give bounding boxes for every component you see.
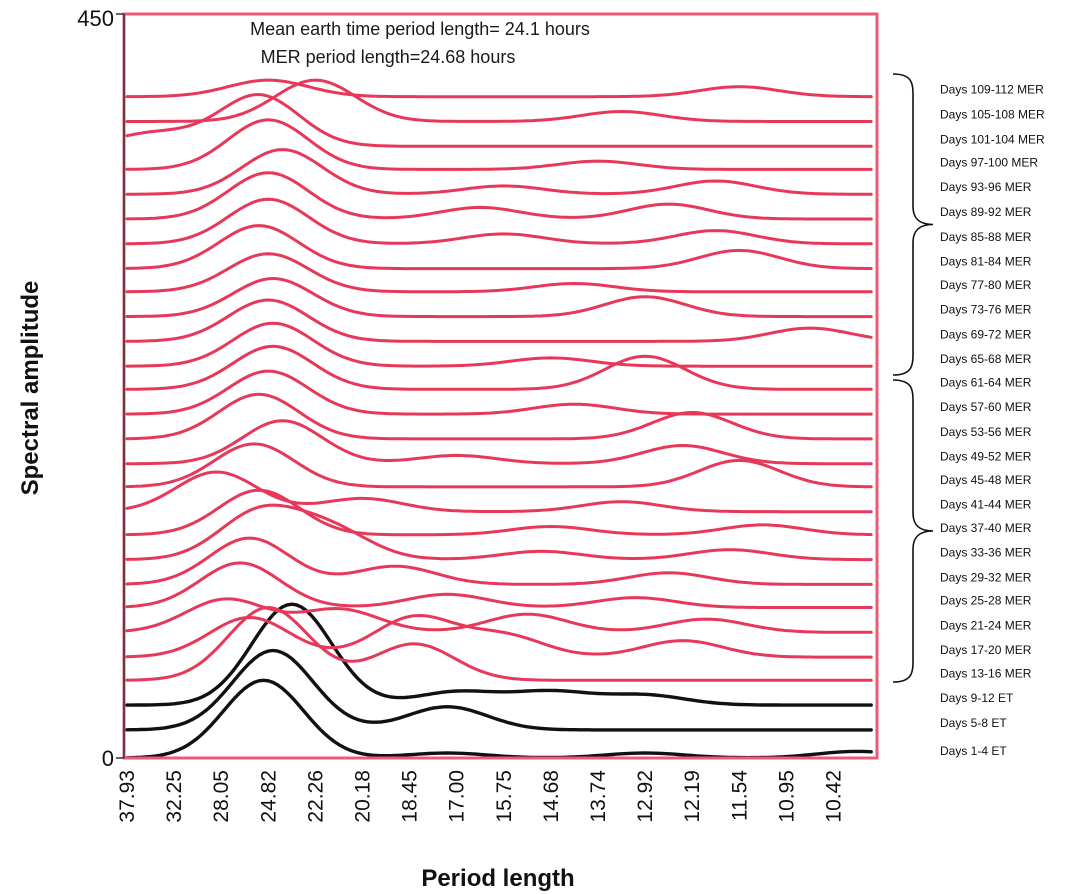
series-line-9 xyxy=(125,488,873,537)
series-line-24 xyxy=(125,118,873,171)
series-label: Days 101-104 MER xyxy=(940,132,1045,146)
series-label: Days 25-28 MER xyxy=(940,594,1032,608)
series-line-10 xyxy=(125,470,873,514)
series-line-8 xyxy=(125,503,873,562)
series-line-5 xyxy=(125,597,873,634)
series-label: Days 33-36 MER xyxy=(940,546,1032,560)
y-tick-label: 450 xyxy=(77,6,114,31)
series-line-27 xyxy=(125,78,873,99)
x-tick-label: 12.92 xyxy=(634,770,657,823)
series-label: Days 61-64 MER xyxy=(940,375,1032,389)
series-line-26 xyxy=(125,78,873,123)
frame-layer xyxy=(116,12,879,760)
series-label: Days 85-88 MER xyxy=(940,230,1032,244)
x-tick-label: 32.25 xyxy=(163,770,186,823)
series-label: Days 89-92 MER xyxy=(940,205,1032,219)
series-line-21 xyxy=(125,197,873,246)
series-line-7 xyxy=(125,536,873,586)
plot-frame xyxy=(122,12,879,760)
series-label: Days 37-40 MER xyxy=(940,521,1032,535)
series-label: Days 5-8 ET xyxy=(940,716,1007,730)
annotation-mer-period: MER period length=24.68 hours xyxy=(261,47,516,67)
x-tick-label: 20.18 xyxy=(352,770,375,823)
series-label: Days 41-44 MER xyxy=(940,498,1032,512)
series-line-12 xyxy=(125,419,873,466)
x-tick-label: 11.54 xyxy=(728,770,751,821)
series-label: Days 53-56 MER xyxy=(940,425,1032,439)
series-label: Days 9-12 ET xyxy=(940,691,1014,705)
series-line-13 xyxy=(125,392,873,441)
series-line-16 xyxy=(125,321,873,368)
x-tick-label: 13.74 xyxy=(587,770,610,823)
series-line-23 xyxy=(125,148,873,196)
series-label: Days 65-68 MER xyxy=(940,352,1032,366)
x-tick-label: 10.95 xyxy=(775,770,798,823)
series-label: Days 109-112 MER xyxy=(940,83,1044,97)
x-axis-label: Period length xyxy=(421,865,574,892)
series-label-layer: Days 1-4 ET Days 5-8 ET Days 9-12 ET Days 1… xyxy=(940,83,1045,758)
series-line-22 xyxy=(125,171,873,221)
y-tick-label: 0 xyxy=(102,746,114,771)
series-layer xyxy=(125,78,873,760)
series-label: Days 97-100 MER xyxy=(940,155,1038,169)
series-line-25 xyxy=(125,93,873,148)
series-line-14 xyxy=(125,369,873,416)
series-label: Days 45-48 MER xyxy=(940,473,1032,487)
series-line-18 xyxy=(125,277,873,319)
series-label: Days 49-52 MER xyxy=(940,450,1032,464)
x-tick-label: 10.42 xyxy=(823,770,846,823)
series-label: Days 93-96 MER xyxy=(940,180,1032,194)
series-line-11 xyxy=(125,442,873,489)
x-tick-label: 28.05 xyxy=(210,770,233,823)
series-label: Days 17-20 MER xyxy=(940,643,1032,657)
x-tick-label: 18.45 xyxy=(399,770,422,823)
annotation-mean-earth: Mean earth time period length= 24.1 hour… xyxy=(250,19,590,39)
series-label: Days 1-4 ET xyxy=(940,744,1007,758)
x-tick-label: 14.68 xyxy=(540,770,563,823)
series-label: Days 21-24 MER xyxy=(940,618,1032,632)
brace-upper xyxy=(892,73,934,376)
series-line-6 xyxy=(125,561,873,609)
series-line-19 xyxy=(125,252,873,294)
series-label: Days 29-32 MER xyxy=(940,570,1032,584)
series-label: Days 105-108 MER xyxy=(940,108,1045,122)
series-line-1 xyxy=(125,648,873,732)
series-label: Days 77-80 MER xyxy=(940,278,1032,292)
x-tick-label: 17.00 xyxy=(446,770,469,823)
x-tick-label: 15.75 xyxy=(493,770,516,823)
y-tick-layer: 450 0 xyxy=(77,6,114,771)
x-tick-label: 37.93 xyxy=(116,770,139,823)
x-tick-label: 24.82 xyxy=(257,770,280,823)
series-line-17 xyxy=(125,298,873,343)
brace-layer xyxy=(892,73,934,683)
series-label: Days 73-76 MER xyxy=(940,303,1032,317)
x-tick-layer: 37.93 32.25 28.05 24.82 22.26 20.18 18.45 17.00… xyxy=(116,770,846,823)
series-line-2 xyxy=(125,602,873,707)
series-label: Days 81-84 MER xyxy=(940,255,1032,269)
series-line-4 xyxy=(125,614,873,659)
series-line-3 xyxy=(125,606,873,682)
series-line-20 xyxy=(125,224,873,271)
series-label: Days 13-16 MER xyxy=(940,666,1032,680)
brace-lower xyxy=(892,379,934,683)
series-label: Days 57-60 MER xyxy=(940,400,1032,414)
series-label: Days 69-72 MER xyxy=(940,327,1032,341)
series-line-15 xyxy=(125,344,873,391)
x-tick-label: 22.26 xyxy=(304,770,327,823)
x-tick-label: 12.19 xyxy=(681,770,704,823)
y-axis-label: Spectral amplitude xyxy=(17,281,44,496)
